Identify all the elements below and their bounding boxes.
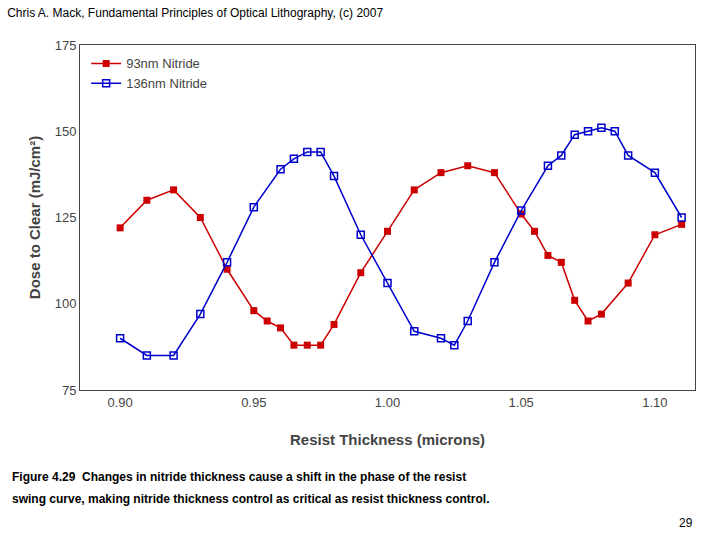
svg-text:125: 125	[55, 210, 77, 225]
svg-text:1.10: 1.10	[642, 395, 667, 410]
svg-text:Resist Thickness (microns): Resist Thickness (microns)	[290, 431, 485, 448]
svg-text:29: 29	[679, 516, 693, 530]
svg-text:150: 150	[55, 124, 77, 139]
svg-text:175: 175	[55, 38, 77, 53]
svg-text:75: 75	[62, 383, 76, 398]
svg-text:Chris A. Mack, Fundamental Pri: Chris A. Mack, Fundamental Principles of…	[7, 6, 383, 20]
svg-text:100: 100	[55, 296, 77, 311]
svg-text:1.00: 1.00	[375, 395, 400, 410]
svg-text:Figure 4.29 Changes in nitrid: Figure 4.29 Changes in nitride thickness…	[12, 470, 466, 484]
svg-text:Dose to Clear (mJ/cm²): Dose to Clear (mJ/cm²)	[26, 136, 43, 299]
svg-text:0.95: 0.95	[241, 395, 266, 410]
svg-text:93nm Nitride: 93nm Nitride	[126, 56, 200, 71]
svg-text:0.90: 0.90	[107, 395, 132, 410]
svg-text:swing curve, making nitride th: swing curve, making nitride thickness co…	[12, 492, 490, 506]
svg-text:1.05: 1.05	[509, 395, 534, 410]
svg-text:136nm Nitride: 136nm Nitride	[126, 76, 207, 91]
